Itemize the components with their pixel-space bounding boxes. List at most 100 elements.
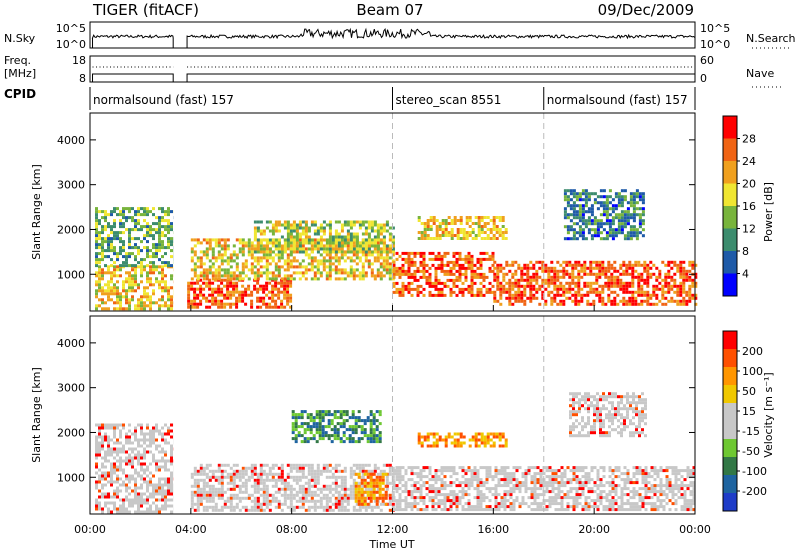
echo-cell-3 [253, 265, 257, 269]
echo-cell-5 [398, 275, 402, 279]
echo-cell-7 [667, 284, 671, 288]
echo-cell-1 [220, 481, 224, 485]
echo-cell-7 [577, 302, 581, 306]
echo-cell-0 [143, 477, 146, 481]
echo-cell-2 [262, 284, 266, 288]
echo-cell-1 [247, 466, 251, 470]
echo-cell-2 [351, 437, 355, 441]
echo-cell-6 [465, 222, 469, 225]
echo-cell-6 [435, 234, 439, 237]
echo-cell-1 [343, 469, 347, 473]
echo-cell-7 [547, 293, 551, 297]
echo-cell-1 [211, 469, 215, 473]
echo-cell-4 [443, 475, 447, 479]
echo-cell-4 [271, 250, 275, 254]
echo-cell-2 [357, 410, 361, 414]
echo-cell-0 [107, 441, 110, 445]
echo-cell-0 [116, 474, 119, 478]
echo-cell-1 [358, 469, 362, 473]
echo-cell-7 [505, 263, 509, 267]
echo-cell-8 [563, 216, 567, 220]
echo-cell-7 [559, 284, 563, 288]
echo-cell-4 [428, 496, 432, 500]
echo-cell-2 [369, 440, 373, 444]
echo-cell-0 [161, 450, 164, 454]
echo-cell-1 [337, 463, 341, 467]
echo-cell-3 [370, 238, 374, 242]
echo-cell-1 [280, 475, 284, 479]
echo-cell-7 [613, 302, 617, 306]
echo-cell-5 [467, 287, 471, 291]
echo-cell-4 [449, 499, 453, 503]
echo-cell-0 [116, 453, 119, 457]
echo-cell-0 [128, 504, 131, 508]
echo-cell-4 [485, 469, 489, 473]
echo-cell-4 [395, 478, 399, 482]
echo-cell-4 [467, 487, 471, 491]
echo-cell-0 [122, 280, 125, 284]
echo-cell-0 [104, 271, 107, 275]
echo-cell-4 [434, 493, 438, 497]
echo-cell-2 [199, 299, 203, 303]
echo-cell-7 [655, 302, 659, 306]
echo-cell-4 [467, 508, 471, 512]
echo-cell-4 [376, 238, 380, 242]
echo-cell-1 [256, 499, 260, 503]
echo-cell-2 [309, 428, 313, 432]
echo-cell-7 [682, 281, 686, 285]
echo-cell-3 [259, 244, 263, 248]
echo-cell-7 [613, 281, 617, 285]
echo-cell-5 [455, 293, 459, 297]
echo-cell-1 [104, 249, 107, 253]
echo-cell-1 [388, 466, 392, 470]
echo-cell-8 [632, 198, 636, 202]
echo-cell-4 [307, 238, 311, 242]
echo-cell-0 [167, 468, 170, 472]
echo-cell-8 [578, 213, 582, 217]
echo-cell-4 [391, 241, 395, 245]
echo-cell-2 [199, 290, 203, 294]
echo-cell-5 [395, 281, 399, 285]
echo-cell-7 [607, 293, 611, 297]
echo-cell-0 [149, 504, 152, 508]
power-cbar-label-4: 20 [742, 178, 756, 191]
echo-cell-5 [407, 260, 411, 264]
echo-cell-1 [131, 237, 134, 241]
echo-cell-5 [416, 269, 420, 273]
echo-cell-4 [349, 220, 353, 224]
echo-cell-1 [322, 469, 326, 473]
echo-cell-1 [364, 487, 368, 491]
echo-cell-7 [532, 278, 536, 282]
echo-cell-1 [238, 490, 242, 494]
echo-cell-3 [262, 271, 266, 275]
echo-cell-0 [125, 498, 128, 502]
echo-cell-4 [346, 241, 350, 245]
echo-cell-1 [295, 505, 299, 509]
echo-cell-7 [508, 290, 512, 294]
echo-cell-6 [417, 216, 421, 219]
echo-cell-6 [477, 234, 481, 237]
echo-cell-4 [391, 226, 395, 230]
echo-cell-4 [277, 223, 281, 227]
echo-cell-1 [211, 490, 215, 494]
echo-cell-2 [208, 299, 212, 303]
echo-cell-1 [238, 469, 242, 473]
echo-cell-7 [511, 275, 515, 279]
echo-cell-1 [274, 472, 278, 476]
echo-cell-1 [337, 484, 341, 488]
echo-cell-0 [95, 280, 98, 284]
echo-cell-0 [98, 298, 101, 302]
echo-cell-4 [382, 235, 386, 239]
echo-cell-6 [420, 231, 424, 234]
echo-cell-1 [158, 225, 161, 229]
echo-cell-6 [474, 234, 478, 237]
echo-cell-7 [577, 290, 581, 294]
echo-cell-0 [116, 468, 119, 472]
echo-cell-0 [116, 441, 119, 445]
echo-cell-3 [352, 271, 356, 275]
echo-cell-2 [247, 293, 251, 297]
echo-cell-8 [572, 195, 576, 199]
echo-cell-7 [523, 263, 527, 267]
echo-cell-7 [682, 278, 686, 282]
echo-cell-8 [566, 231, 570, 235]
